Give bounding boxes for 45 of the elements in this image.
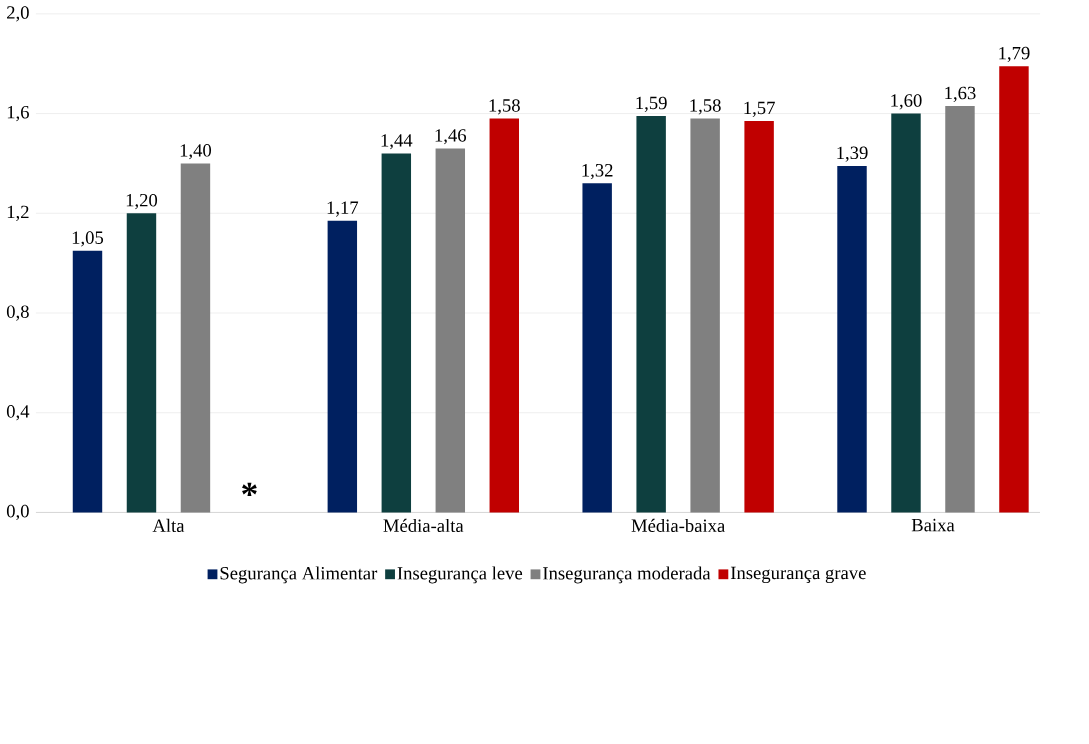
data-label: 1,05 — [72, 231, 104, 247]
y-tick-label: 1,6 — [7, 105, 29, 122]
data-label: 1,57 — [744, 101, 775, 117]
data-label: 1,63 — [945, 86, 976, 102]
bar — [435, 148, 466, 513]
annotation: * — [242, 482, 257, 496]
data-label: 1,79 — [999, 46, 1030, 62]
data-label: 1,60 — [891, 94, 922, 110]
bar — [327, 220, 358, 513]
data-label: 1,20 — [126, 193, 158, 210]
x-tick-label: Média-alta — [383, 518, 464, 532]
y-tick-label: 2,0 — [7, 6, 29, 22]
y-tick-label: 0,8 — [6, 305, 29, 321]
bar — [489, 118, 519, 513]
bar — [891, 113, 921, 513]
bar — [837, 165, 867, 513]
y-tick-label: 0,4 — [6, 404, 30, 421]
bar — [945, 105, 975, 513]
legend-label: Insegurança leve — [397, 566, 523, 584]
bar — [180, 163, 211, 513]
x-tick-label: Baixa — [911, 518, 955, 532]
x-tick-label: Média-baixa — [631, 518, 726, 532]
bar — [999, 66, 1029, 513]
data-label: 1,39 — [837, 146, 868, 162]
x-tick-label: Alta — [152, 518, 185, 532]
data-label: 1,44 — [381, 134, 413, 150]
data-label: 1,58 — [489, 99, 520, 115]
data-label: 1,46 — [435, 128, 467, 145]
bar — [126, 213, 157, 513]
bar — [690, 118, 720, 513]
y-tick-label: 1,2 — [7, 205, 29, 221]
data-label: 1,59 — [636, 96, 667, 112]
data-label: 1,58 — [690, 99, 721, 115]
bar — [381, 153, 412, 513]
legend-label: Insegurança grave — [730, 566, 866, 583]
data-label: 1,40 — [180, 143, 212, 160]
data-label: 1,32 — [582, 163, 613, 180]
data-label: 1,17 — [327, 201, 359, 217]
bar — [744, 120, 774, 513]
bar — [72, 250, 103, 513]
bar — [636, 115, 666, 513]
legend-label: Segurança Alimentar — [220, 566, 378, 584]
y-tick-label: 0,0 — [6, 504, 29, 520]
legend-label: Insegurança moderada — [543, 566, 711, 584]
bar — [582, 183, 612, 513]
